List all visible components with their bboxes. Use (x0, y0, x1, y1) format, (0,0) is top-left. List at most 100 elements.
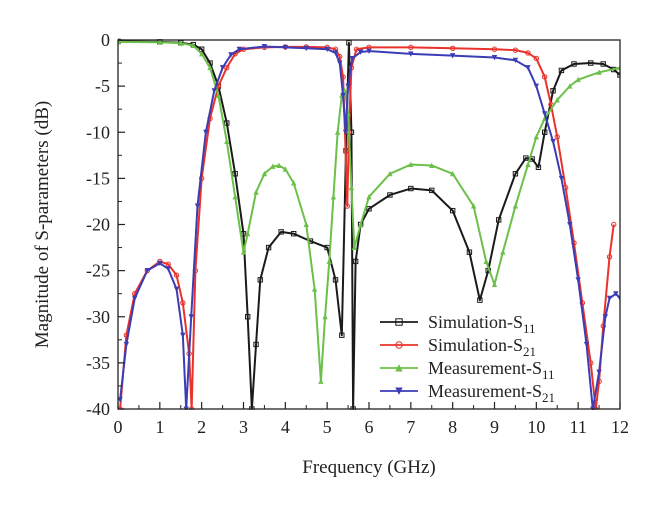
data-point (352, 258, 359, 265)
data-point (157, 39, 163, 45)
data-point (366, 48, 372, 54)
data-point (429, 162, 435, 168)
data-point (606, 254, 613, 260)
x-axis-label: Frequency (GHz) (302, 457, 435, 478)
data-point (583, 341, 590, 348)
data-point (278, 229, 284, 235)
data-point (219, 65, 226, 71)
data-point (276, 162, 282, 168)
data-point (575, 76, 581, 83)
y-tick-label: -35 (86, 353, 110, 373)
data-point (429, 187, 435, 194)
y-tick-label: -40 (86, 399, 110, 419)
x-tick-label: 5 (323, 417, 332, 437)
data-point (495, 217, 502, 223)
data-point (387, 192, 393, 198)
data-point (324, 46, 330, 53)
data-point (188, 314, 194, 320)
data-point (571, 61, 577, 67)
data-point (261, 170, 268, 177)
data-point (303, 45, 309, 52)
data-point (558, 67, 565, 74)
y-tick-label: -15 (86, 168, 110, 188)
data-point (596, 69, 602, 75)
data-point (318, 378, 324, 384)
data-point (253, 341, 259, 348)
data-point (340, 92, 346, 99)
data-point (173, 272, 180, 278)
legend-label: Simulation-S11 (428, 312, 536, 336)
data-point (334, 129, 341, 135)
data-point (157, 260, 163, 267)
data-point (387, 170, 393, 177)
series-line (119, 45, 620, 410)
data-point (449, 207, 456, 214)
data-point (348, 184, 355, 191)
x-tick-label: 12 (611, 417, 629, 437)
data-point (357, 221, 364, 227)
data-point (449, 53, 456, 59)
data-point (466, 249, 473, 255)
data-point (261, 43, 268, 50)
data-point (366, 206, 372, 212)
data-point (132, 295, 138, 302)
data-point (180, 332, 186, 339)
data-point (353, 46, 360, 52)
data-point (575, 277, 581, 283)
data-point (408, 185, 414, 192)
data-point (224, 120, 230, 126)
data-point (330, 193, 337, 200)
data-point (265, 244, 272, 251)
data-point (542, 74, 548, 80)
data-point (523, 155, 529, 161)
data-point (123, 341, 130, 348)
data-point (500, 249, 506, 255)
data-point (449, 170, 456, 177)
data-point (602, 314, 609, 320)
y-axis-label: Magnitude of S-parameters (dB) (32, 101, 53, 348)
legend-item: Measurement-S21 (380, 381, 555, 405)
legend-marker (395, 318, 403, 326)
data-point (118, 397, 123, 403)
data-point (342, 148, 349, 154)
x-tick-label: 3 (239, 417, 248, 437)
x-tick-label: 0 (114, 417, 123, 437)
data-point (357, 49, 364, 55)
data-point (613, 291, 619, 297)
y-tick-label: -10 (86, 122, 110, 142)
data-point (512, 57, 519, 64)
data-point (512, 171, 519, 177)
x-tick-label: 2 (197, 417, 206, 437)
data-point (344, 203, 350, 209)
data-point (270, 163, 276, 169)
x-tick-label: 10 (527, 417, 545, 437)
data-point (211, 88, 217, 94)
data-point (232, 171, 238, 177)
data-point (253, 189, 259, 195)
series-line (118, 40, 620, 410)
x-tick-label: 9 (490, 417, 499, 437)
series-line (118, 40, 620, 383)
legend-marker (395, 341, 403, 349)
data-point (224, 138, 230, 144)
ticks-layer: 0 1 2 3 4 5 6 7 8 9 10 11 120-5-10-15-20-25-30-35-40 (86, 30, 629, 437)
legend-label: Simulation-S21 (428, 335, 536, 359)
data-point (326, 258, 332, 264)
x-tick-label: 1 (155, 417, 164, 437)
data-point (533, 83, 540, 89)
x-tick-label: 6 (365, 417, 374, 437)
legend-marker (395, 364, 403, 372)
y-tick-label: -25 (86, 261, 110, 281)
data-point (311, 286, 318, 292)
data-point (228, 52, 234, 58)
data-point (240, 249, 247, 255)
data-point (345, 83, 351, 89)
data-point (322, 313, 328, 320)
data-point (332, 277, 339, 283)
x-tick-label: 7 (406, 417, 415, 437)
y-tick-label: -5 (95, 76, 110, 96)
data-point (408, 51, 414, 57)
data-point (542, 111, 548, 117)
data-point (558, 175, 565, 182)
